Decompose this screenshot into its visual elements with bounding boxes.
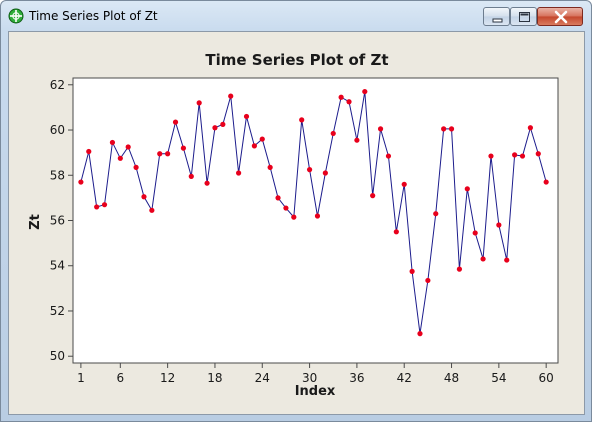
data-point bbox=[125, 144, 131, 150]
data-point bbox=[267, 164, 273, 170]
data-point bbox=[149, 207, 155, 213]
data-point bbox=[543, 179, 549, 185]
data-point bbox=[212, 125, 218, 131]
data-point bbox=[393, 229, 399, 235]
y-tick-label: 60 bbox=[50, 123, 65, 137]
data-point bbox=[133, 164, 139, 170]
data-point bbox=[346, 99, 352, 105]
data-point bbox=[488, 153, 494, 159]
x-axis: 1 6 12 18 24 30 36 42 48 54 60 bbox=[77, 363, 554, 385]
x-tick-label: 12 bbox=[160, 371, 175, 385]
data-point bbox=[385, 153, 392, 159]
data-point bbox=[330, 130, 336, 137]
y-axis: 50 52 54 56 58 60 62 bbox=[50, 78, 73, 363]
data-point bbox=[117, 155, 123, 161]
data-point bbox=[417, 331, 423, 337]
data-point bbox=[425, 277, 431, 284]
data-point bbox=[243, 113, 250, 120]
y-tick-label: 50 bbox=[50, 349, 65, 363]
maximize-button[interactable] bbox=[510, 7, 537, 26]
data-point bbox=[172, 119, 179, 125]
y-tick-label: 52 bbox=[50, 304, 65, 318]
x-tick-label: 6 bbox=[116, 371, 124, 385]
x-axis-label: Index bbox=[295, 384, 336, 399]
data-point bbox=[283, 205, 289, 211]
y-tick-label: 62 bbox=[50, 78, 65, 92]
chart-title: Time Series Plot of Zt bbox=[205, 51, 388, 69]
close-button[interactable] bbox=[537, 7, 583, 26]
data-point bbox=[259, 136, 265, 142]
data-point bbox=[157, 151, 163, 157]
data-markers bbox=[78, 88, 549, 337]
data-point bbox=[464, 186, 470, 192]
data-point bbox=[109, 139, 116, 146]
data-point bbox=[441, 126, 447, 132]
minimize-button[interactable] bbox=[483, 7, 510, 26]
y-tick-label: 58 bbox=[50, 168, 65, 182]
window-title: Time Series Plot of Zt bbox=[29, 9, 158, 23]
data-point bbox=[220, 121, 226, 127]
data-point bbox=[527, 125, 534, 131]
x-tick-label: 48 bbox=[444, 371, 459, 385]
data-point bbox=[448, 126, 455, 132]
minimize-icon bbox=[492, 18, 503, 23]
title-bar[interactable]: Time Series Plot of Zt bbox=[1, 1, 591, 31]
time-series-chart: Time Series Plot of Zt 50 52 54 56 58 60 62 1 6… bbox=[28, 51, 559, 399]
data-point bbox=[362, 88, 368, 95]
data-point bbox=[377, 126, 384, 132]
data-point bbox=[370, 193, 376, 199]
data-point bbox=[94, 204, 100, 210]
data-point bbox=[456, 266, 463, 272]
minitab-crosshair-icon bbox=[8, 8, 24, 24]
y-tick-label: 54 bbox=[50, 259, 65, 273]
data-point bbox=[512, 152, 518, 158]
x-tick-label: 18 bbox=[207, 371, 222, 385]
x-tick-label: 60 bbox=[539, 371, 554, 385]
data-point bbox=[299, 117, 305, 123]
series-line bbox=[80, 91, 547, 334]
y-axis-label: Zt bbox=[28, 214, 43, 230]
data-point bbox=[401, 181, 407, 187]
close-icon bbox=[554, 10, 568, 24]
data-point bbox=[165, 151, 171, 157]
data-point bbox=[196, 100, 202, 106]
data-point bbox=[275, 195, 281, 201]
x-tick-label: 30 bbox=[302, 371, 317, 385]
maximize-icon bbox=[519, 12, 530, 22]
data-point bbox=[86, 148, 92, 155]
data-point bbox=[78, 179, 84, 185]
graph-window-client: Time Series Plot of Zt 50 52 54 56 58 60 62 1 6… bbox=[8, 31, 585, 415]
data-point bbox=[180, 145, 187, 151]
data-point bbox=[141, 194, 147, 200]
x-tick-label: 42 bbox=[397, 371, 412, 385]
data-point bbox=[188, 173, 194, 179]
data-point bbox=[409, 268, 415, 274]
plot-area bbox=[72, 77, 559, 364]
data-point bbox=[322, 170, 328, 176]
data-point bbox=[496, 222, 502, 228]
data-point bbox=[519, 153, 526, 159]
data-point bbox=[314, 213, 321, 219]
data-point bbox=[354, 137, 360, 143]
data-point bbox=[251, 143, 257, 149]
data-point bbox=[204, 180, 210, 186]
x-tick-label: 1 bbox=[77, 371, 85, 385]
x-tick-label: 24 bbox=[255, 371, 270, 385]
data-point bbox=[504, 257, 510, 263]
data-point bbox=[291, 214, 297, 220]
x-tick-label: 36 bbox=[349, 371, 364, 385]
data-point bbox=[433, 211, 439, 217]
data-point bbox=[480, 256, 486, 262]
y-tick-label: 56 bbox=[50, 214, 65, 228]
x-tick-label: 54 bbox=[491, 371, 506, 385]
data-point bbox=[236, 170, 242, 176]
data-point bbox=[338, 94, 344, 100]
data-point bbox=[228, 93, 234, 99]
data-point bbox=[535, 151, 541, 157]
data-point bbox=[472, 230, 478, 236]
data-point bbox=[306, 167, 313, 173]
data-point bbox=[101, 202, 108, 208]
